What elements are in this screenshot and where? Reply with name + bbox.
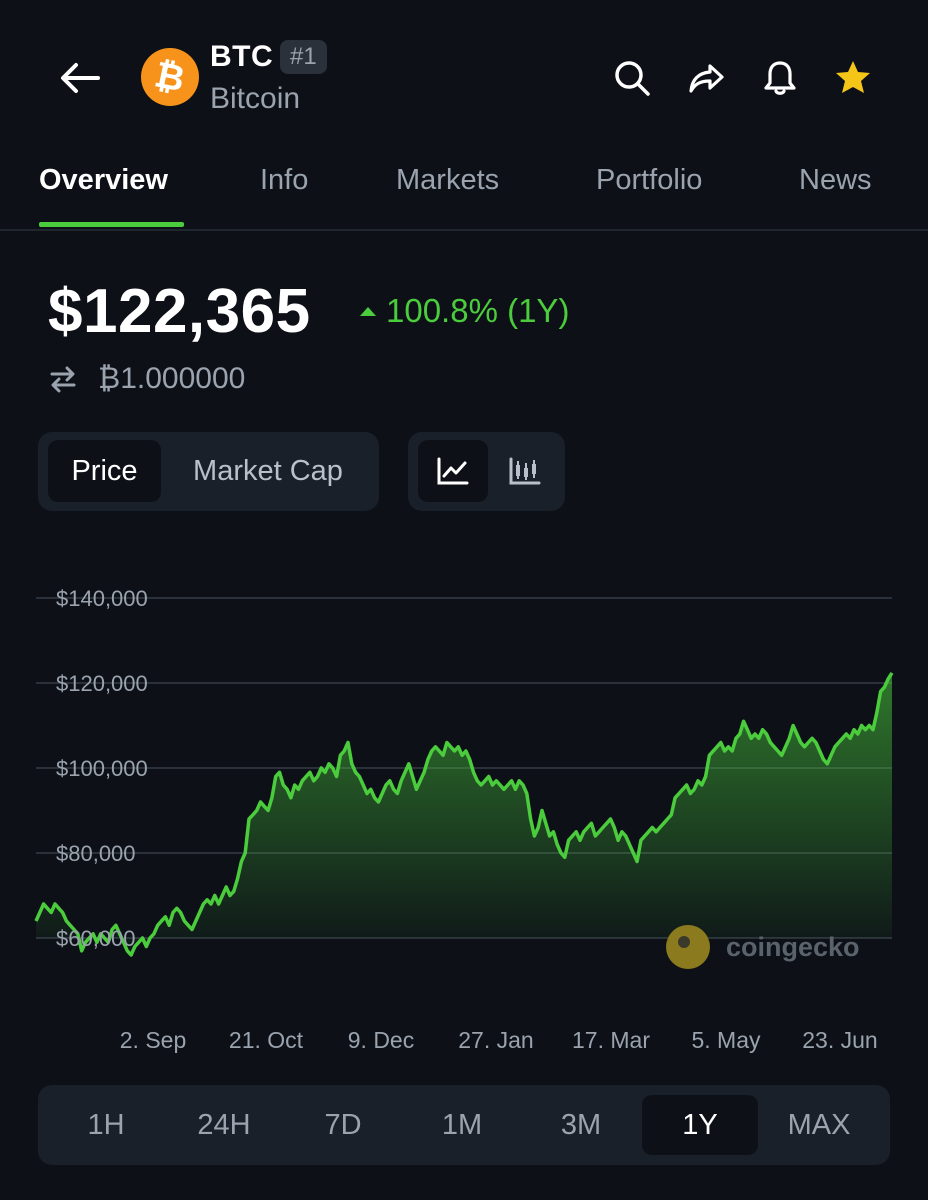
share-icon (689, 64, 724, 93)
x-tick-label: 17. Mar (572, 1027, 650, 1053)
search-icon (615, 61, 650, 96)
btc-value: ₿1.000000 (98, 362, 246, 395)
btc-conversion: ₿1.000000 (48, 362, 245, 396)
y-tick-label: $60,000 (56, 926, 136, 951)
range-7d-button[interactable]: 7D (324, 1108, 362, 1141)
active-tab-indicator (39, 222, 184, 227)
range-1m-button[interactable]: 1M (441, 1108, 483, 1141)
watermark-text: coingecko (726, 931, 860, 962)
x-tick-label: 21. Oct (229, 1027, 304, 1053)
price-series-line (34, 671, 894, 957)
time-range-selector: 1H 24H 7D 1M 3M 1Y MAX (38, 1085, 890, 1165)
tab-markets[interactable]: Markets (396, 164, 500, 196)
back-button[interactable] (52, 50, 108, 106)
coin-name: Bitcoin (210, 82, 301, 115)
y-tick-label: $100,000 (56, 756, 148, 781)
tab-portfolio[interactable]: Portfolio (596, 164, 703, 196)
metric-toggle: Price Market Cap (38, 432, 379, 511)
market-cap-toggle[interactable]: Market Cap (193, 454, 343, 487)
swap-arrows-icon (50, 366, 76, 393)
caret-up-icon (360, 306, 376, 316)
x-tick-label: 5. May (691, 1027, 761, 1053)
candlestick-toggle[interactable] (490, 440, 560, 502)
favorite-button[interactable] (827, 52, 879, 104)
price-toggle[interactable]: Price (48, 440, 161, 502)
price-change-value: 100.8% (1Y) (386, 292, 570, 329)
x-tick-label: 9. Dec (348, 1027, 414, 1053)
x-tick-label: 23. Jun (802, 1027, 877, 1053)
range-1y-button[interactable]: 1Y (642, 1095, 758, 1155)
range-24h-button[interactable]: 24H (197, 1108, 251, 1141)
y-tick-label: $120,000 (56, 671, 148, 696)
star-icon (836, 61, 870, 93)
range-1h-button[interactable]: 1H (87, 1108, 125, 1141)
line-chart-icon (437, 457, 469, 485)
current-price: $122,365 (48, 277, 311, 346)
y-tick-label: $80,000 (56, 841, 136, 866)
rank-badge: #1 (280, 40, 327, 74)
candlestick-icon (509, 457, 541, 485)
range-max-button[interactable]: MAX (787, 1108, 851, 1141)
coin-symbol: BTC (210, 40, 274, 73)
price-change: 100.8% (1Y) (360, 292, 569, 330)
arrow-left-icon (61, 63, 100, 93)
alert-button[interactable] (754, 52, 806, 104)
x-tick-label: 27. Jan (458, 1027, 533, 1053)
bell-icon (764, 61, 796, 95)
range-3m-button[interactable]: 3M (560, 1108, 602, 1141)
line-chart-toggle[interactable] (418, 440, 488, 502)
bitcoin-icon: ₿ (141, 48, 199, 106)
search-button[interactable] (606, 52, 658, 104)
price-chart[interactable]: $140,000 $120,000 $100,000 $80,000 $60,000 2.… (0, 560, 928, 1060)
tab-info[interactable]: Info (260, 164, 309, 196)
tab-divider (0, 229, 928, 231)
tab-news[interactable]: News (799, 164, 872, 196)
share-button[interactable] (680, 52, 732, 104)
coingecko-watermark: coingecko (666, 925, 860, 969)
y-tick-label: $140,000 (56, 586, 148, 611)
coingecko-logo-icon (666, 925, 710, 969)
x-tick-label: 2. Sep (120, 1027, 187, 1053)
price-area-fill (36, 672, 892, 955)
chart-type-toggle (408, 432, 565, 511)
tab-overview[interactable]: Overview (39, 164, 168, 196)
